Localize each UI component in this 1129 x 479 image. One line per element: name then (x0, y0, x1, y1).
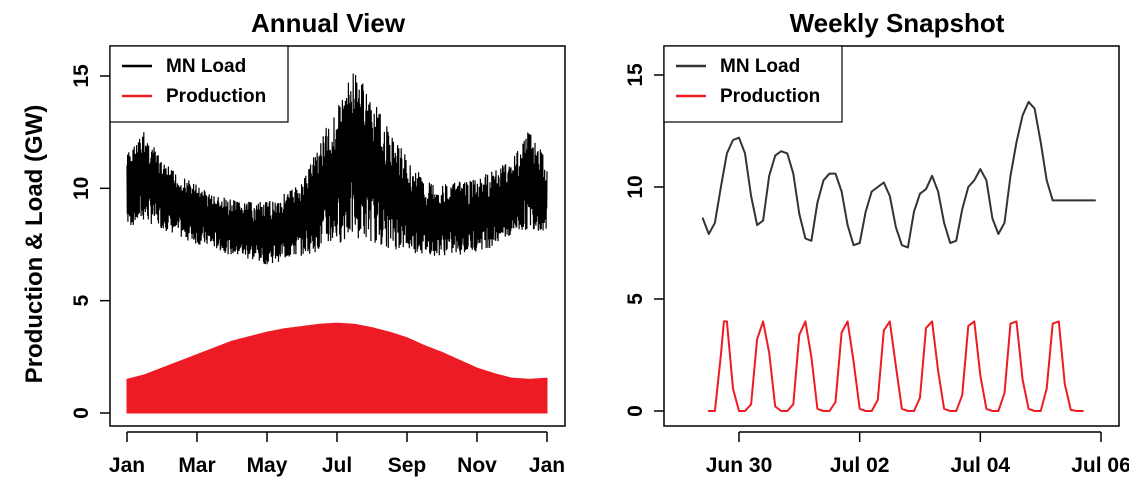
x-tick-label: Jun 30 (706, 454, 773, 477)
legend-label: MN Load (166, 56, 246, 77)
x-tick-label: Jul (322, 454, 352, 477)
series-mn-load-line (126, 73, 548, 265)
x-tick-label: Jul 02 (830, 454, 890, 477)
y-tick-label: 0 (624, 405, 647, 417)
legend-box (663, 45, 843, 123)
y-tick-label: 5 (624, 293, 647, 305)
x-tick-label: Sep (388, 454, 427, 477)
y-axis-label: Production & Load (GW) (21, 105, 48, 384)
legend-box (109, 45, 289, 123)
plot-frame (663, 45, 1120, 427)
legend-label: MN Load (720, 56, 800, 77)
y-tick-label: 15 (624, 63, 647, 87)
weekly-snapshot-panel: Weekly Snapshot 0 5 10 15 Jun 30 Jul 02 Jul 04… (624, 8, 1129, 477)
x-tick-label: Jul 04 (951, 454, 1011, 477)
axis-ticks: 0 5 10 15 Jun 30 Jul 02 Jul 04 Jul 06 (624, 63, 1129, 477)
legend: MN Load Production (109, 45, 289, 123)
x-tick-label: Jan (529, 454, 565, 477)
x-tick-label: Mar (178, 454, 215, 477)
series-group (701, 100, 1096, 412)
legend-label: Production (166, 86, 266, 107)
plot-frame (109, 45, 566, 427)
x-tick-label: Nov (457, 454, 497, 477)
y-tick-label: 10 (70, 177, 93, 200)
legend: MN Load Production (663, 45, 843, 123)
chart-title: Annual View (251, 8, 406, 38)
y-tick-label: 15 (70, 64, 93, 88)
y-tick-label: 5 (70, 295, 93, 307)
y-tick-label: 0 (70, 407, 93, 419)
axis-ticks: 0 5 10 15 Jan Mar May Jul Sep Nov Jan (70, 64, 565, 477)
chart-title: Weekly Snapshot (790, 8, 1005, 38)
legend-label: Production (720, 86, 820, 107)
x-tick-label: Jul 06 (1071, 454, 1129, 477)
x-tick-label: Jan (109, 454, 145, 477)
series-production-line (707, 320, 1084, 412)
series-group (126, 73, 548, 414)
y-tick-label: 10 (624, 175, 647, 198)
series-mn-load-line (701, 100, 1096, 249)
x-tick-label: May (247, 454, 288, 477)
series-production-area (126, 322, 548, 414)
